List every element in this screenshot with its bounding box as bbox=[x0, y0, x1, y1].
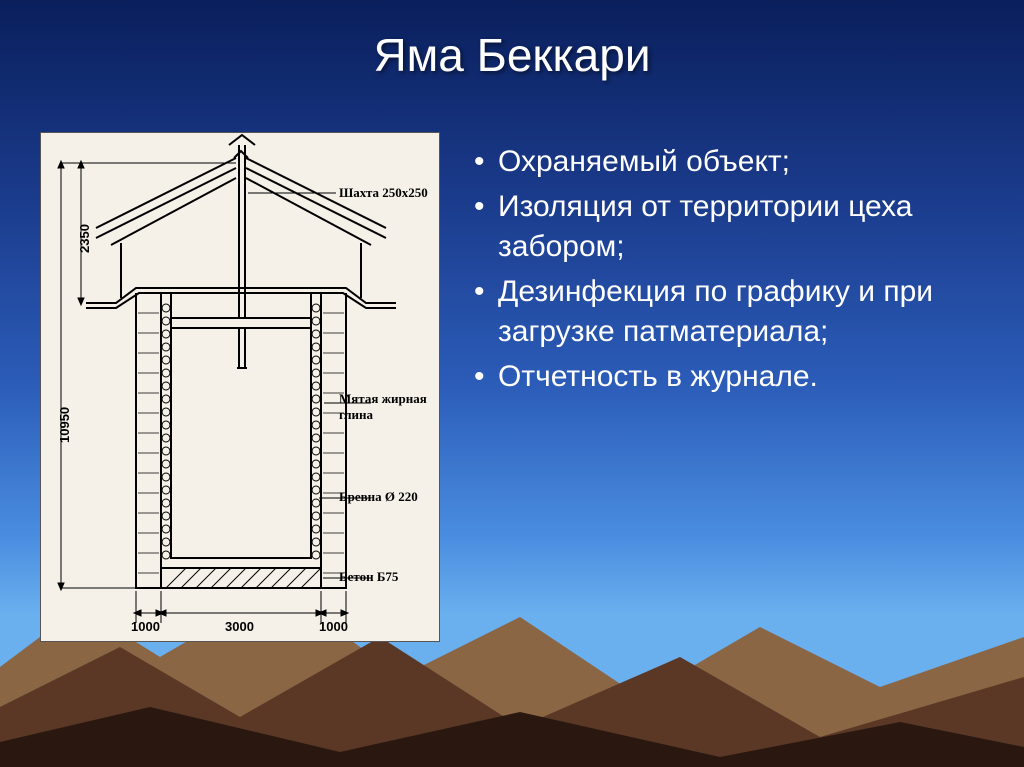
bullet-list: Охраняемый объект; Изоляция от территори… bbox=[470, 132, 984, 642]
dim-bottom-left: 1000 bbox=[131, 619, 160, 634]
bullet-item: Охраняемый объект; bbox=[470, 142, 984, 183]
bullet-item: Изоляция от территории цеха забором; bbox=[470, 187, 984, 268]
diagram-panel: Шахта 250x250 Мятая жирная глина Бревна … bbox=[40, 132, 440, 642]
bekkari-pit-diagram bbox=[41, 133, 441, 643]
dim-bottom-right: 1000 bbox=[319, 619, 348, 634]
dim-roof-height: 2350 bbox=[77, 224, 92, 253]
label-logs: Бревна Ø 220 bbox=[339, 489, 418, 505]
label-concrete: Бетон Б75 bbox=[339, 569, 398, 585]
dim-bottom-mid: 3000 bbox=[225, 619, 254, 634]
bullet-item: Дезинфекция по графику и при загрузке па… bbox=[470, 272, 984, 353]
label-clay: Мятая жирная глина bbox=[339, 391, 434, 423]
bullet-item: Отчетность в журнале. bbox=[470, 357, 984, 398]
content-area: Шахта 250x250 Мятая жирная глина Бревна … bbox=[0, 82, 1024, 642]
label-shaft: Шахта 250x250 bbox=[339, 185, 428, 201]
dim-total-height: 10950 bbox=[57, 407, 72, 443]
slide-title: Яма Беккари bbox=[0, 0, 1024, 82]
